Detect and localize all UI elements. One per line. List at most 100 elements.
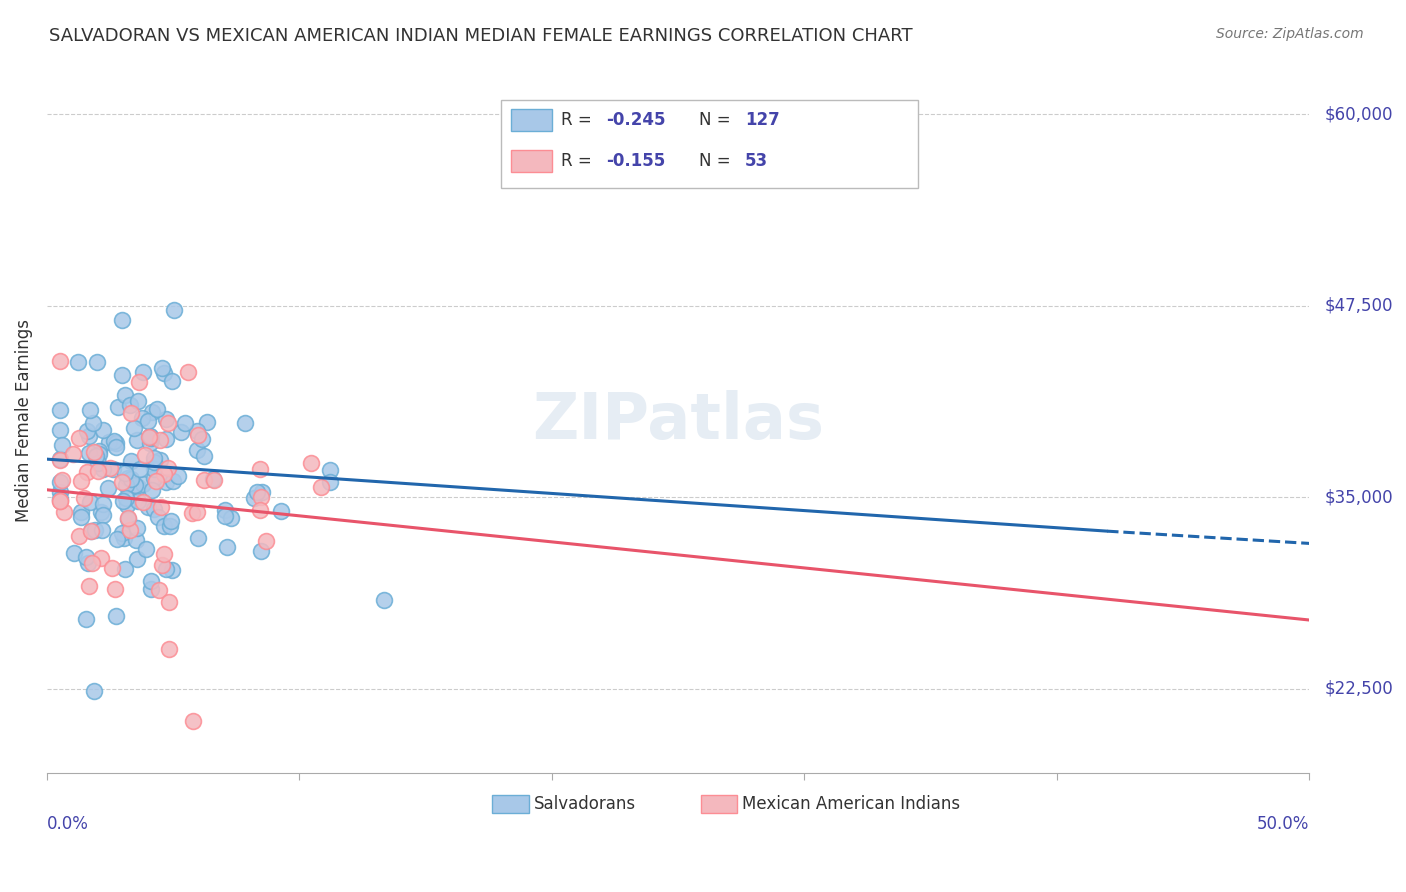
Point <box>319 463 342 477</box>
Point <box>114 388 136 402</box>
Point <box>153 547 176 561</box>
Point <box>149 453 172 467</box>
Point <box>155 432 177 446</box>
Point <box>48 451 70 466</box>
Point <box>120 523 142 537</box>
Point <box>166 469 188 483</box>
Point <box>104 435 127 450</box>
Point <box>127 394 149 409</box>
Point <box>51 438 73 452</box>
Point <box>80 556 103 570</box>
Text: R =: R = <box>561 152 596 169</box>
Point <box>90 551 112 566</box>
Point <box>86 355 108 369</box>
Text: R =: R = <box>561 111 596 129</box>
Text: Salvadorans: Salvadorans <box>534 795 637 814</box>
Point <box>107 401 129 415</box>
Point <box>62 447 84 461</box>
Text: 0.0%: 0.0% <box>46 815 89 833</box>
Point <box>141 405 163 419</box>
Point <box>160 374 183 388</box>
Point <box>373 593 395 607</box>
Point <box>309 480 332 494</box>
Point <box>105 533 128 547</box>
Point <box>111 526 134 541</box>
Text: 50.0%: 50.0% <box>1257 815 1309 833</box>
Point <box>250 484 273 499</box>
Point <box>90 524 112 538</box>
Point <box>129 461 152 475</box>
Point <box>186 506 208 520</box>
Point <box>83 445 105 459</box>
Point <box>48 494 70 508</box>
Point <box>141 483 163 498</box>
Point <box>160 514 183 528</box>
Point <box>98 460 121 475</box>
Point <box>77 579 100 593</box>
Point <box>156 460 179 475</box>
Point <box>79 402 101 417</box>
Point <box>101 462 124 476</box>
Point <box>114 467 136 481</box>
Point <box>48 494 70 508</box>
Text: Mexican American Indians: Mexican American Indians <box>742 795 960 814</box>
Point <box>146 401 169 416</box>
Point <box>195 415 218 429</box>
Text: ZIPatlas: ZIPatlas <box>531 390 824 452</box>
FancyBboxPatch shape <box>700 795 737 814</box>
Point <box>63 545 86 559</box>
Point <box>111 494 134 508</box>
Point <box>112 532 135 546</box>
Point <box>143 454 166 468</box>
Point <box>48 475 70 490</box>
Point <box>132 365 155 379</box>
Point <box>155 475 177 489</box>
Point <box>143 471 166 485</box>
Point <box>114 562 136 576</box>
Point <box>48 353 70 368</box>
Point <box>139 436 162 450</box>
Point <box>87 464 110 478</box>
Point <box>145 475 167 489</box>
Point <box>219 510 242 524</box>
Point <box>82 416 104 430</box>
Point <box>117 512 139 526</box>
Point <box>155 562 177 576</box>
Point <box>157 416 180 430</box>
Point <box>48 453 70 467</box>
Point <box>103 434 125 448</box>
Point <box>187 532 209 546</box>
Point <box>84 450 107 464</box>
Point <box>72 491 94 506</box>
Point <box>170 425 193 440</box>
FancyBboxPatch shape <box>502 100 918 188</box>
Point <box>117 511 139 525</box>
Text: -0.155: -0.155 <box>606 152 665 169</box>
Point <box>160 563 183 577</box>
Point <box>186 424 208 438</box>
Text: $60,000: $60,000 <box>1324 105 1393 123</box>
Point <box>97 481 120 495</box>
Point <box>125 520 148 534</box>
Point <box>120 471 142 485</box>
Point <box>149 500 172 515</box>
Point <box>190 432 212 446</box>
Point <box>159 519 181 533</box>
Point <box>115 491 138 506</box>
Point <box>319 475 342 490</box>
Point <box>132 495 155 509</box>
Point <box>91 423 114 437</box>
Point <box>153 467 176 481</box>
Point <box>104 440 127 454</box>
Point <box>76 424 98 438</box>
Point <box>77 429 100 443</box>
Point <box>150 558 173 572</box>
Point <box>93 508 115 522</box>
Point <box>148 510 170 524</box>
Point <box>142 502 165 516</box>
Point <box>177 365 200 379</box>
Y-axis label: Median Female Earnings: Median Female Earnings <box>15 319 32 523</box>
Point <box>270 504 292 518</box>
Point <box>105 608 128 623</box>
Point <box>162 474 184 488</box>
